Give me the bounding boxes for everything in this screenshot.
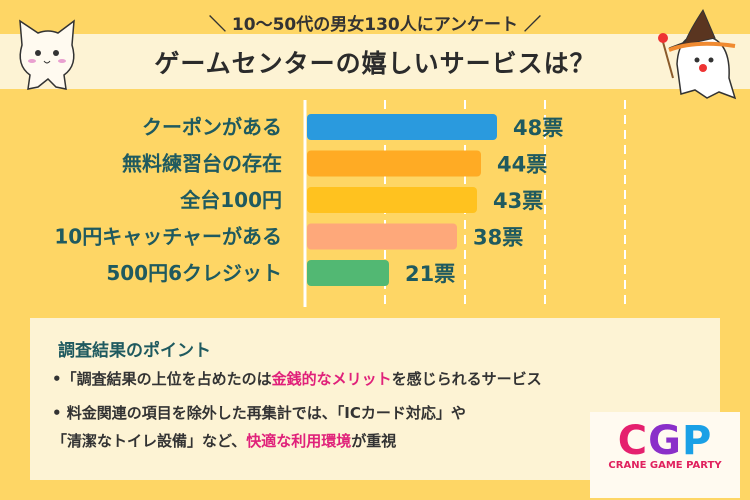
ghost-witch-mascot-icon <box>658 8 737 100</box>
category-label: 10円キャッチャーがある <box>54 225 282 249</box>
note-highlight: 金銭的なメリット <box>271 370 392 388</box>
cat-mascot-icon <box>19 19 75 90</box>
note-line-3: 「清潔なトイレ設備」など、快適な利用環境が重視 <box>52 428 396 454</box>
logo-letters: CGP <box>590 418 740 464</box>
note-line-1: •「調査結果の上位を占めたのは金銭的なメリットを感じられるサービス <box>52 366 542 392</box>
value-label: 21票 <box>405 262 455 286</box>
category-label: クーポンがある <box>142 115 282 139</box>
survey-subtitle: ＼ 10〜50代の男女130人にアンケート ／ <box>209 15 541 35</box>
page-title: ゲームセンターの嬉しいサービスは？ <box>154 49 596 78</box>
note-text: 「清潔なトイレ設備」など、 <box>52 432 247 450</box>
bar <box>307 223 457 250</box>
logo-letter: G <box>648 418 682 464</box>
value-label: 43票 <box>493 189 543 213</box>
title-band <box>0 34 750 89</box>
logo-text: CRANE GAME PARTY <box>608 460 722 471</box>
note-line-2: • 料金関連の項目を除外した再集計では、「ICカード対応」や <box>52 400 466 426</box>
cgp-logo: CGP CRANE GAME PARTY <box>590 412 740 498</box>
bar <box>307 187 477 213</box>
value-label: 44票 <box>497 153 547 177</box>
value-label: 38票 <box>473 226 523 250</box>
bar <box>307 150 481 177</box>
category-label: 500円6クレジット <box>106 261 282 285</box>
note-text: • 料金関連の項目を除外した再集計では、「ICカード対応」や <box>52 404 466 422</box>
bar <box>307 114 497 140</box>
logo-letter: C <box>617 418 649 464</box>
value-label: 48票 <box>513 116 563 140</box>
note-text: を感じられるサービス <box>391 370 542 388</box>
note-text: •「調査結果の上位を占めたのは <box>52 370 272 388</box>
note-text: が重視 <box>351 432 397 450</box>
notes-panel: 調査結果のポイント •「調査結果の上位を占めたのは金銭的なメリットを感じられるサ… <box>30 318 720 480</box>
category-label: 無料練習台の存在 <box>122 152 282 176</box>
note-highlight: 快適な利用環境 <box>246 432 352 450</box>
category-label: 全台100円 <box>179 188 282 212</box>
notes-title: 調査結果のポイント <box>58 341 211 361</box>
bar <box>307 260 389 286</box>
logo-letter: P <box>681 418 713 464</box>
